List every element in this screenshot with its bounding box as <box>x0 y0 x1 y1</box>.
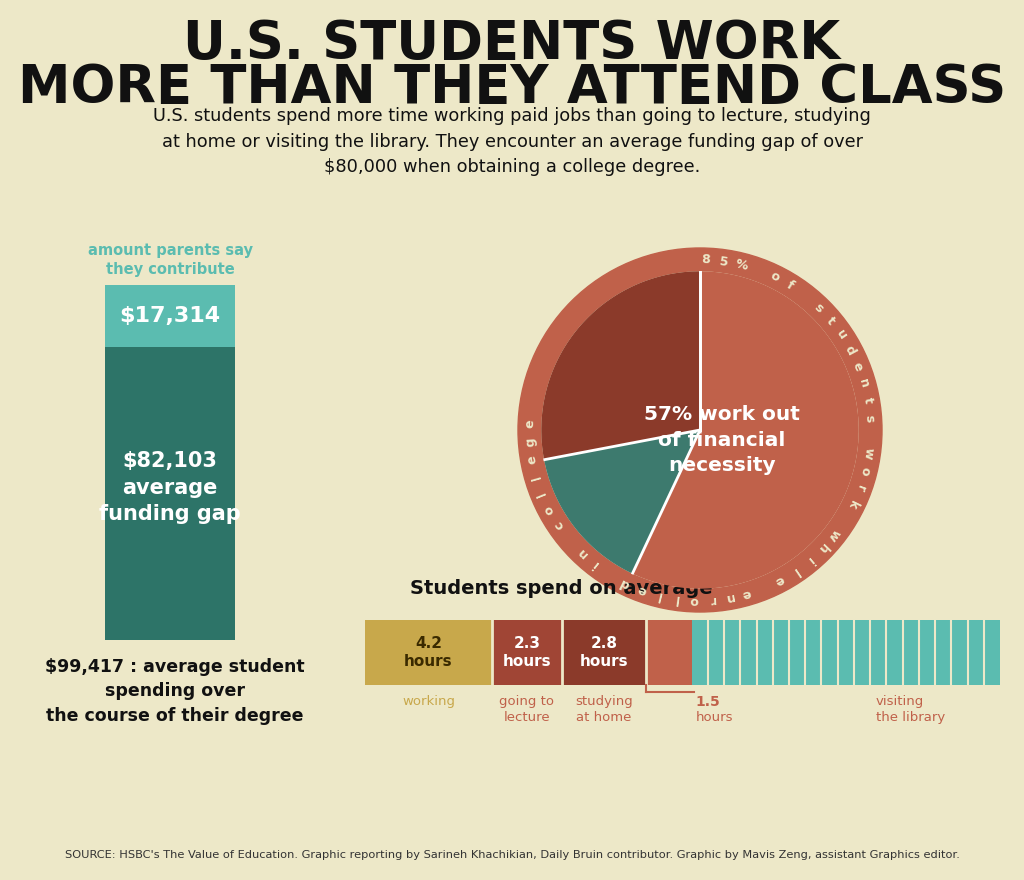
Text: $82,103
average
funding gap: $82,103 average funding gap <box>99 451 241 524</box>
Text: $17,314: $17,314 <box>120 306 220 326</box>
Text: i: i <box>804 554 815 567</box>
Text: n: n <box>724 590 735 605</box>
Bar <box>492 620 561 685</box>
Text: U.S. STUDENTS WORK: U.S. STUDENTS WORK <box>183 18 841 70</box>
Text: working: working <box>402 695 455 708</box>
Text: studying
at home: studying at home <box>575 695 633 724</box>
Text: e: e <box>636 583 648 598</box>
Circle shape <box>518 248 882 612</box>
Text: g: g <box>523 437 538 447</box>
Text: going to
lecture: going to lecture <box>500 695 554 724</box>
Bar <box>691 620 1000 685</box>
Text: e: e <box>773 572 786 588</box>
Text: %: % <box>733 257 749 273</box>
Text: n: n <box>574 545 590 560</box>
Text: l: l <box>529 473 544 480</box>
Text: l: l <box>790 564 801 577</box>
Polygon shape <box>542 272 700 459</box>
Text: s: s <box>811 300 825 315</box>
Text: o: o <box>768 269 781 285</box>
Text: n: n <box>856 378 870 389</box>
Text: k: k <box>845 498 860 511</box>
Text: 1.5: 1.5 <box>695 695 720 709</box>
Bar <box>561 620 646 685</box>
Bar <box>646 620 691 685</box>
Bar <box>365 620 492 685</box>
Text: u: u <box>834 327 849 342</box>
Text: c: c <box>552 518 566 532</box>
Text: w: w <box>825 526 843 543</box>
Text: h: h <box>814 540 830 556</box>
Text: s: s <box>863 414 877 422</box>
Text: i: i <box>590 558 601 570</box>
Text: 8: 8 <box>701 253 711 267</box>
Text: d: d <box>843 343 858 357</box>
Text: 4.2
hours: 4.2 hours <box>404 636 453 669</box>
Text: l: l <box>674 591 679 605</box>
Text: l: l <box>536 489 549 498</box>
Bar <box>105 347 234 640</box>
Text: e: e <box>523 420 537 429</box>
Polygon shape <box>545 430 700 573</box>
Text: f: f <box>784 279 796 293</box>
Text: o: o <box>858 466 872 477</box>
Text: e: e <box>525 454 540 465</box>
Text: amount parents say
they contribute: amount parents say they contribute <box>87 243 253 277</box>
Text: e: e <box>850 360 865 373</box>
Text: w: w <box>861 447 876 460</box>
Circle shape <box>542 272 858 588</box>
Text: hours: hours <box>695 711 733 724</box>
Text: 2.3
hours: 2.3 hours <box>503 636 551 669</box>
Text: l: l <box>655 588 663 602</box>
Text: 2.8
hours: 2.8 hours <box>580 636 628 669</box>
Polygon shape <box>633 272 858 588</box>
Text: 5: 5 <box>719 254 729 268</box>
Text: 57% work out
of financial
necessity: 57% work out of financial necessity <box>644 405 800 475</box>
Text: e: e <box>741 586 753 601</box>
Bar <box>105 285 234 347</box>
Text: t: t <box>823 314 837 327</box>
Text: r: r <box>853 483 867 494</box>
Text: Students spend on average: Students spend on average <box>410 578 713 598</box>
Text: $99,417 : average student
spending over
the course of their degree: $99,417 : average student spending over … <box>45 658 305 724</box>
Text: MORE THAN THEY ATTEND CLASS: MORE THAN THEY ATTEND CLASS <box>17 62 1007 114</box>
Text: SOURCE: HSBC's The Value of Education. Graphic reporting by Sarineh Khachikian, : SOURCE: HSBC's The Value of Education. G… <box>65 850 959 860</box>
Text: visiting
the library: visiting the library <box>876 695 945 724</box>
Text: d: d <box>618 575 632 590</box>
Text: t: t <box>860 397 874 405</box>
Text: o: o <box>689 593 698 606</box>
Text: o: o <box>542 503 558 517</box>
Text: U.S. students spend more time working paid jobs than going to lecture, studying
: U.S. students spend more time working pa… <box>153 107 871 176</box>
Text: r: r <box>709 593 716 606</box>
